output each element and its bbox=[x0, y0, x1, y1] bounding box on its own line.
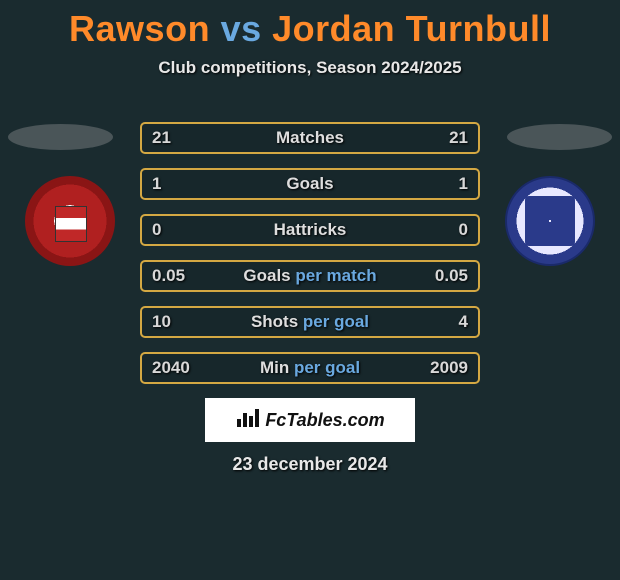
stat-value-left: 21 bbox=[152, 128, 192, 148]
stat-value-left: 2040 bbox=[152, 358, 192, 378]
stat-value-left: 0.05 bbox=[152, 266, 192, 286]
player2-name: Jordan Turnbull bbox=[272, 8, 551, 49]
stat-value-right: 1 bbox=[428, 174, 468, 194]
stat-value-right: 0.05 bbox=[428, 266, 468, 286]
shadow-ellipse-left bbox=[8, 124, 113, 150]
player1-name: Rawson bbox=[69, 8, 210, 49]
stat-row: 21 Matches 21 bbox=[140, 122, 480, 154]
stat-row: 0.05 Goals per match 0.05 bbox=[140, 260, 480, 292]
stat-value-right: 21 bbox=[428, 128, 468, 148]
stat-value-left: 10 bbox=[152, 312, 192, 332]
club-badge-left bbox=[25, 176, 115, 266]
branding-banner: FcTables.com bbox=[205, 398, 415, 442]
stat-value-right: 2009 bbox=[428, 358, 468, 378]
stat-value-left: 1 bbox=[152, 174, 192, 194]
stat-value-left: 0 bbox=[152, 220, 192, 240]
shadow-ellipse-right bbox=[507, 124, 612, 150]
season-subtitle: Club competitions, Season 2024/2025 bbox=[0, 58, 620, 78]
comparison-title: Rawson vs Jordan Turnbull bbox=[0, 0, 620, 50]
stat-row: 0 Hattricks 0 bbox=[140, 214, 480, 246]
stat-row: 10 Shots per goal 4 bbox=[140, 306, 480, 338]
stat-value-right: 4 bbox=[428, 312, 468, 332]
vs-label: vs bbox=[221, 8, 262, 49]
stats-table: 21 Matches 21 1 Goals 1 0 Hattricks 0 0.… bbox=[140, 122, 480, 398]
snapshot-date: 23 december 2024 bbox=[0, 454, 620, 475]
stat-value-right: 0 bbox=[428, 220, 468, 240]
bar-chart-icon bbox=[235, 407, 261, 434]
stat-row: 1 Goals 1 bbox=[140, 168, 480, 200]
branding-text: FcTables.com bbox=[265, 410, 384, 431]
club-badge-right bbox=[505, 176, 595, 266]
stat-row: 2040 Min per goal 2009 bbox=[140, 352, 480, 384]
